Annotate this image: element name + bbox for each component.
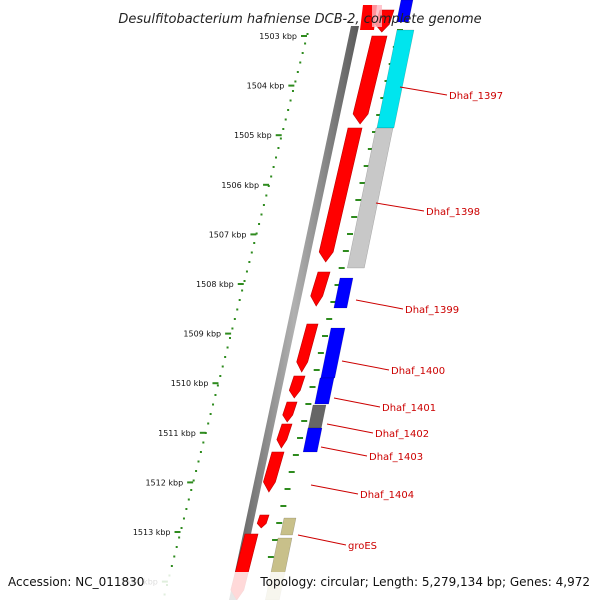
kbp-label: 1513 kbp	[133, 528, 171, 537]
topology-text: Topology: circular; Length: 5,279,134 bp…	[259, 575, 590, 589]
forward-strand-genes	[230, 5, 395, 600]
reverse-gene-block	[307, 404, 327, 429]
gene-label-groes[interactable]: groES	[348, 541, 377, 552]
kbp-label: 1505 kbp	[234, 131, 272, 140]
reverse-gene-block	[302, 427, 323, 453]
reverse-gene-block	[396, 0, 414, 23]
gene-leader-line	[399, 86, 448, 96]
forward-gene-arrow	[288, 375, 306, 399]
backbone-rod	[229, 26, 359, 600]
reverse-gene-block	[346, 127, 394, 269]
gene-leader-line	[341, 360, 390, 371]
gene-label-dhaf_1403[interactable]: Dhaf_1403	[369, 452, 423, 463]
gene-leader-line	[326, 423, 374, 434]
forward-gene-arrow	[263, 451, 285, 493]
gene-leader-line	[310, 484, 359, 495]
reverse-gene-block	[376, 29, 415, 129]
forward-gene-arrow	[276, 423, 293, 449]
forward-gene-arrow	[296, 323, 319, 373]
kbp-label: 1503 kbp	[259, 32, 297, 41]
forward-gene-arrow	[256, 514, 270, 529]
gene-label-dhaf_1402[interactable]: Dhaf_1402	[375, 429, 429, 440]
footer: Accession: NC_011830 Topology: circular;…	[0, 572, 600, 600]
kbp-label: 1506 kbp	[221, 181, 259, 190]
kbp-label: 1507 kbp	[209, 230, 247, 239]
genome-backbone	[229, 26, 403, 600]
outer-tick-track	[267, 29, 403, 558]
gene-labels: Dhaf_1397 Dhaf_1398 Dhaf_1399 Dhaf_1400 Dhaf…	[297, 86, 503, 552]
reverse-gene-block	[320, 327, 346, 379]
kbp-label: 1510 kbp	[171, 379, 209, 388]
gene-label-dhaf_1401[interactable]: Dhaf_1401	[382, 403, 436, 414]
gene-label-dhaf_1398[interactable]: Dhaf_1398	[426, 207, 480, 218]
kbp-label: 1504 kbp	[247, 82, 285, 91]
kbp-label: 1511 kbp	[158, 429, 196, 438]
genome-title: Desulfitobacterium hafniense DCB-2, comp…	[118, 12, 481, 27]
kbp-label: 1509 kbp	[183, 330, 221, 339]
gene-leader-line	[320, 446, 368, 457]
forward-gene-arrow	[352, 35, 388, 125]
gene-leader-line	[375, 202, 425, 212]
kbp-label: 1508 kbp	[196, 280, 234, 289]
gene-label-dhaf_1404[interactable]: Dhaf_1404	[360, 490, 414, 501]
gene-label-dhaf_1397[interactable]: Dhaf_1397	[449, 91, 503, 102]
forward-gene-arrow	[282, 401, 298, 423]
reverse-gene-block	[280, 517, 297, 536]
gene-leader-line	[297, 534, 347, 546]
kbp-ruler: 1503 kbp 1504 kbp 1505 kbp 1506 kbp 1507 kbp…	[120, 32, 309, 596]
reverse-gene-block	[314, 377, 335, 405]
forward-gene-arrow	[310, 271, 331, 307]
kbp-label: 1512 kbp	[145, 478, 183, 487]
ruler-dots	[163, 33, 309, 596]
gene-highlight	[372, 5, 382, 27]
gene-leader-line	[333, 397, 381, 408]
gene-leader-line	[355, 299, 404, 310]
gene-label-dhaf_1400[interactable]: Dhaf_1400	[391, 366, 445, 377]
forward-gene-arrow	[318, 127, 363, 263]
reverse-gene-block	[333, 277, 354, 309]
accession-text: Accession: NC_011830	[8, 575, 144, 589]
gene-label-dhaf_1399[interactable]: Dhaf_1399	[405, 305, 459, 316]
